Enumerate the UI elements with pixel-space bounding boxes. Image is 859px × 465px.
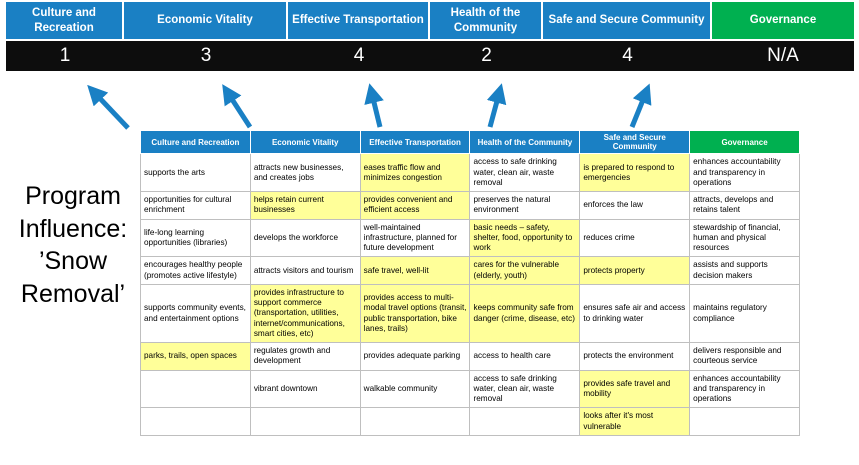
summary-header-economic-vitality: Economic Vitality [124, 2, 286, 39]
matrix-cell-r2-c3: provides convenient and efficient access [359, 191, 471, 220]
matrix-cell-r8-c3 [359, 407, 471, 436]
matrix-row-2: opportunities for cultural enrichment hel… [140, 191, 800, 220]
matrix-header-health-of-the-community: Health of the Community [469, 129, 581, 155]
matrix-cell-r7-c4: access to safe drinking water, clean air… [469, 369, 581, 409]
matrix-cell-r5-c1: supports community events, and entertain… [140, 283, 251, 344]
matrix-cell-r7-c5: provides safe travel and mobility [579, 369, 691, 409]
matrix-cell-r6-c3: provides adequate parking [359, 342, 471, 371]
matrix-cell-r3-c5: reduces crime [579, 218, 691, 258]
matrix-cell-r1-c1: supports the arts [140, 153, 251, 193]
matrix-cell-r2-c6: attracts, develops and retains talent [689, 191, 800, 220]
matrix-header-effective-transportation: Effective Transportation [359, 129, 471, 155]
matrix-cell-r5-c5: ensures safe air and access to drinking … [579, 283, 691, 344]
matrix-cell-r6-c6: delivers responsible and courteous servi… [689, 342, 800, 371]
matrix-cell-r8-c5: looks after it's most vulnerable [579, 407, 691, 436]
arrow-safe-and-secure-community [629, 83, 652, 128]
arrow-economic-vitality [222, 84, 253, 129]
matrix-cell-r4-c1: encourages healthy people (promotes acti… [140, 256, 251, 285]
summary-header-culture-and-recreation: Culture and Recreation [6, 2, 122, 39]
matrix-row-3: life-long learning opportunities (librar… [140, 218, 800, 258]
matrix-cell-r5-c3: provides access to multi-modal travel op… [359, 283, 471, 344]
matrix-cell-r7-c1 [140, 369, 251, 409]
matrix-header-economic-vitality: Economic Vitality [249, 129, 361, 155]
matrix-row-6: parks, trails, open spaces regulates grow… [140, 342, 800, 371]
matrix-row-5: supports community events, and entertain… [140, 283, 800, 344]
matrix-cell-r3-c6: stewardship of financial, human and phys… [689, 218, 800, 258]
matrix-cell-r3-c1: life-long learning opportunities (librar… [140, 218, 251, 258]
influence-arrows [87, 83, 652, 130]
matrix-cell-r8-c2 [249, 407, 361, 436]
matrix-cell-r5-c6: maintains regulatory compliance [689, 283, 800, 344]
score-row: 1 3 4 2 4 N/A [6, 41, 854, 71]
matrix-cell-r3-c4: basic needs – safety, shelter, food, opp… [469, 218, 581, 258]
matrix-header-culture-and-recreation: Culture and Recreation [140, 129, 251, 155]
matrix-cell-r6-c4: access to health care [469, 342, 581, 371]
matrix-cell-r4-c2: attracts visitors and tourism [249, 256, 361, 285]
arrow-culture-and-recreation [87, 84, 130, 130]
matrix-row-4: encourages healthy people (promotes acti… [140, 256, 800, 285]
matrix-cell-r2-c1: opportunities for cultural enrichment [140, 191, 251, 220]
arrow-health-of-the-community [486, 83, 507, 128]
score-effective-transportation: 4 [353, 45, 365, 66]
matrix-cell-r1-c6: enhances accountability and transparency… [689, 153, 800, 193]
score-safe-and-secure-community: 4 [622, 45, 633, 66]
program-title: Program Influence: ’Snow Removal’ [18, 182, 128, 308]
arrow-effective-transportation [364, 83, 384, 128]
matrix-cell-r4-c5: protects property [579, 256, 691, 285]
matrix-header-safe-and-secure-community: Safe and Secure Community [579, 129, 691, 155]
matrix-cell-r6-c2: regulates growth and development [249, 342, 361, 371]
matrix-row-1: supports the arts attracts new businesses… [140, 153, 800, 193]
matrix-cell-r4-c6: assists and supports decision makers [689, 256, 800, 285]
matrix-header-governance: Governance [689, 129, 800, 155]
matrix-header-row: Culture and Recreation Economic Vitality E… [140, 129, 800, 155]
matrix-cell-r4-c4: cares for the vulnerable (elderly, youth… [469, 256, 581, 285]
matrix-cell-r5-c4: keeps community safe from danger (crime,… [469, 283, 581, 344]
matrix-cell-r3-c3: well-maintained infrastructure, planned … [359, 218, 471, 258]
score-health-of-the-community: 2 [481, 45, 492, 66]
summary-header-safe-and-secure-community: Safe and Secure Community [543, 2, 710, 39]
matrix-cell-r1-c2: attracts new businesses, and creates job… [249, 153, 361, 193]
matrix-cell-r1-c3: eases traffic flow and minimizes congest… [359, 153, 471, 193]
summary-header-health-of-the-community: Health of the Community [430, 2, 541, 39]
score-economic-vitality: 3 [200, 45, 212, 66]
summary-header-governance: Governance [712, 2, 854, 39]
summary-header-effective-transportation: Effective Transportation [288, 2, 428, 39]
matrix-cell-r2-c2: helps retain current businesses [249, 191, 361, 220]
matrix-cell-r6-c5: protects the environment [579, 342, 691, 371]
score-culture-and-recreation: 1 [59, 45, 71, 66]
matrix-cell-r7-c6: enhances accountability and transparency… [689, 369, 800, 409]
matrix-cell-r2-c4: preserves the natural environment [469, 191, 581, 220]
matrix-cell-r1-c4: access to safe drinking water, clean air… [469, 153, 581, 193]
matrix-cell-r6-c1: parks, trails, open spaces [140, 342, 251, 371]
matrix-cell-r4-c3: safe travel, well-lit [359, 256, 471, 285]
matrix-cell-r8-c4 [469, 407, 581, 436]
score-governance: N/A [767, 45, 799, 66]
influence-matrix: Culture and Recreation Economic Vitality E… [140, 129, 800, 436]
matrix-cell-r3-c2: develops the workforce [249, 218, 361, 258]
matrix-cell-r2-c5: enforces the law [579, 191, 691, 220]
matrix-row-7: vibrant downtown walkable community access… [140, 369, 800, 409]
matrix-cell-r7-c3: walkable community [359, 369, 471, 409]
matrix-row-8: looks after it's most vulnerable [140, 407, 800, 436]
matrix-cell-r8-c6 [689, 407, 800, 436]
matrix-cell-r8-c1 [140, 407, 251, 436]
matrix-cell-r7-c2: vibrant downtown [249, 369, 361, 409]
matrix-cell-r5-c2: provides infrastructure to support comme… [249, 283, 361, 344]
summary-header-row: Culture and Recreation Economic Vitality E… [6, 2, 854, 39]
matrix-cell-r1-c5: is prepared to respond to emergencies [579, 153, 691, 193]
